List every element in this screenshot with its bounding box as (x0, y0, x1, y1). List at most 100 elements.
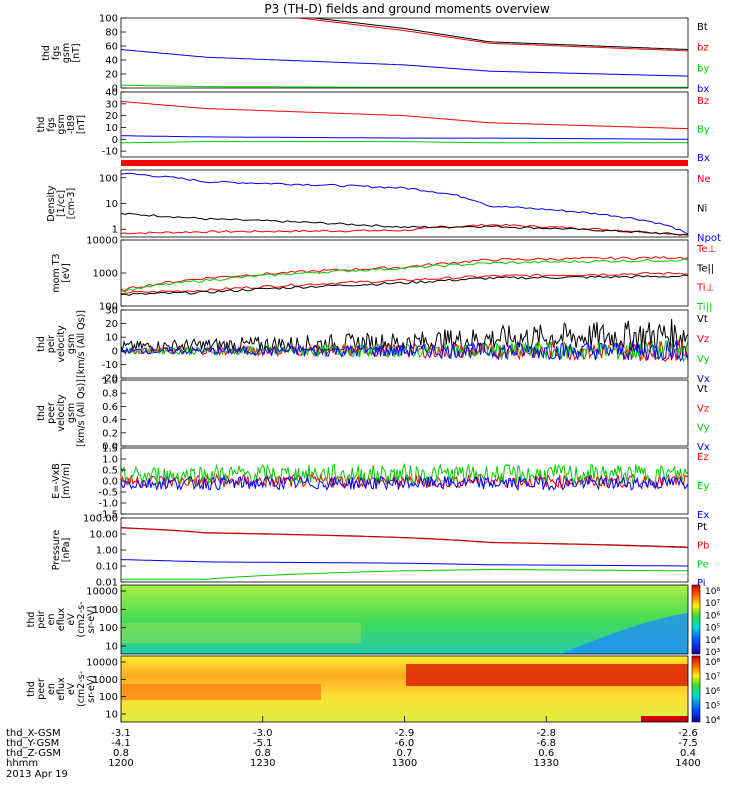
y-tick-label: 10.00 (89, 530, 118, 541)
spectrogram-edge (641, 716, 688, 722)
series-line-bz (121, 101, 688, 130)
spectrogram-hot-band (406, 664, 688, 686)
y-axis-label-line: en (46, 614, 57, 626)
y-axis-label-line: thd (41, 45, 52, 61)
y-tick-label: 40 (105, 56, 118, 67)
y-axis-label-line: eflux (56, 677, 67, 701)
y-tick-label: 1.5 (102, 444, 118, 455)
legend-entry: Pe (697, 559, 709, 570)
y-axis-label-line: peir (46, 335, 57, 354)
x-axis-value: -2.9 (395, 728, 415, 739)
colorbar-tick-label: 10⁵ (705, 702, 720, 712)
x-axis-value: -6.8 (536, 738, 556, 749)
series-line-ni (121, 212, 688, 236)
colorbar-tick-label: 10⁴ (705, 716, 720, 726)
y-axis-label-line: E=-VxB (51, 463, 62, 498)
y-tick-label: 100 (99, 14, 118, 25)
series-line-pe (121, 568, 688, 580)
mode-bar (121, 160, 688, 166)
y-axis-label-line: sr-eV) (86, 675, 97, 703)
y-tick-label: 30 (105, 306, 118, 317)
y-tick-label: 1.00 (96, 546, 118, 557)
x-axis-value: 0.7 (397, 748, 413, 759)
legend-entry: Pt (697, 522, 707, 533)
y-tick-label: 40 (105, 88, 118, 99)
panel-frame (120, 517, 689, 583)
spectrogram-band (121, 623, 361, 643)
y-tick-label: 0 (112, 346, 118, 357)
series-line-te⊥ (121, 271, 688, 295)
y-axis-label: thd fgs gsm -t89 [nT] (36, 114, 87, 134)
series-line-by (121, 84, 688, 88)
x-axis-value: -6.0 (395, 738, 415, 749)
colorbar-tick-label: 10⁶ (705, 687, 720, 697)
y-axis-label: thd fgs gsm [nT] (41, 43, 82, 63)
series-line-bt (309, 18, 688, 50)
colorbar-tick-label: 10⁵ (705, 624, 720, 634)
y-tick-label: 100 (99, 173, 118, 184)
x-axis-value: -3.0 (253, 728, 273, 739)
y-axis-label-line: [km/s (All Qs)] (76, 379, 87, 447)
legend-entry: bx (697, 84, 709, 95)
x-axis-value: 0.8 (255, 748, 271, 759)
legend-entry: Bt (697, 22, 708, 33)
x-axis-row-label: hhmm (6, 758, 38, 769)
series-line-ex (121, 474, 688, 492)
colorbar-tick-label: 10⁸ (705, 658, 720, 668)
y-tick-label: -20 (102, 374, 118, 385)
y-tick-label: 10 (105, 333, 118, 344)
y-tick-label: 0.6 (102, 402, 118, 413)
y-tick-label: 20 (105, 319, 118, 330)
series-line-ti⊥ (121, 255, 688, 292)
legend-entry: Npot (697, 233, 721, 244)
panel-frame (120, 379, 689, 447)
x-axis-value: -3.1 (111, 728, 131, 739)
y-tick-label: 20 (105, 70, 118, 81)
y-axis-label-line: thd (36, 405, 47, 421)
y-axis-label-line: en (46, 683, 57, 695)
y-axis-label-line: (cm2-s- (76, 601, 87, 637)
spectrogram-band (121, 684, 321, 700)
y-axis-label-line: fgs (51, 46, 62, 60)
x-axis-value: 0.8 (113, 748, 129, 759)
y-axis-label-line: gsm (66, 403, 77, 423)
y-axis-label: E=-VxB [mV/m] (51, 463, 72, 499)
y-axis-label-line: mom T3 (51, 253, 62, 292)
x-axis-value: 1300 (392, 758, 417, 769)
x-axis-value: 1330 (534, 758, 559, 769)
panel-efield: -1.5-1.0-0.50.00.51.01.5E=-VxB [mV/m]EzEy… (51, 444, 709, 522)
panel-temperature: 100 1000 10000 mom T3 [eV] Te⊥ Te|| Ti⊥ Ti|| (51, 236, 716, 314)
colorbar-tick-label: 10⁴ (705, 636, 720, 646)
y-tick-label: 0.01 (96, 578, 118, 589)
series-line-ne (121, 223, 688, 236)
x-axis-value: 1400 (675, 758, 700, 769)
y-axis-label-line: thd (36, 117, 47, 133)
y-axis-label-line: Density (46, 185, 57, 221)
legend-entry: Vx (697, 442, 710, 453)
y-tick-label: -1.5 (98, 510, 118, 521)
y-tick-label: 0.4 (102, 415, 118, 426)
y-axis-label-line: [1/cc] (56, 190, 67, 217)
panel-frame (120, 239, 689, 307)
legend-entry: bz (697, 43, 709, 54)
y-tick-label: 0 (112, 84, 118, 95)
y-tick-label: 80 (105, 28, 118, 39)
y-tick-label: -10 (102, 360, 118, 371)
y-tick-label: 0.8 (102, 389, 118, 400)
legend-entry: Vy (697, 423, 710, 434)
y-tick-label: 10 (105, 123, 118, 134)
legend-entry: Vx (697, 374, 710, 385)
y-tick-label: 1000 (93, 675, 118, 686)
y-tick-label: 0.0 (102, 442, 118, 453)
panel-frame (120, 91, 689, 158)
legend-entry: Ey (697, 481, 709, 492)
y-axis-label: mom T3 [eV] (51, 253, 72, 292)
colorbar-peer_spec (691, 655, 701, 723)
series-line-vt (121, 318, 688, 353)
y-axis-label-line: [eV] (61, 263, 72, 283)
x-axis-row-label: thd_Y-GSM (6, 738, 59, 749)
y-tick-label: 100.00 (83, 514, 118, 525)
y-axis-label-line: [nT] (76, 115, 87, 134)
y-tick-label: 10 (105, 642, 118, 653)
colorbar-peir_spec (691, 584, 701, 655)
